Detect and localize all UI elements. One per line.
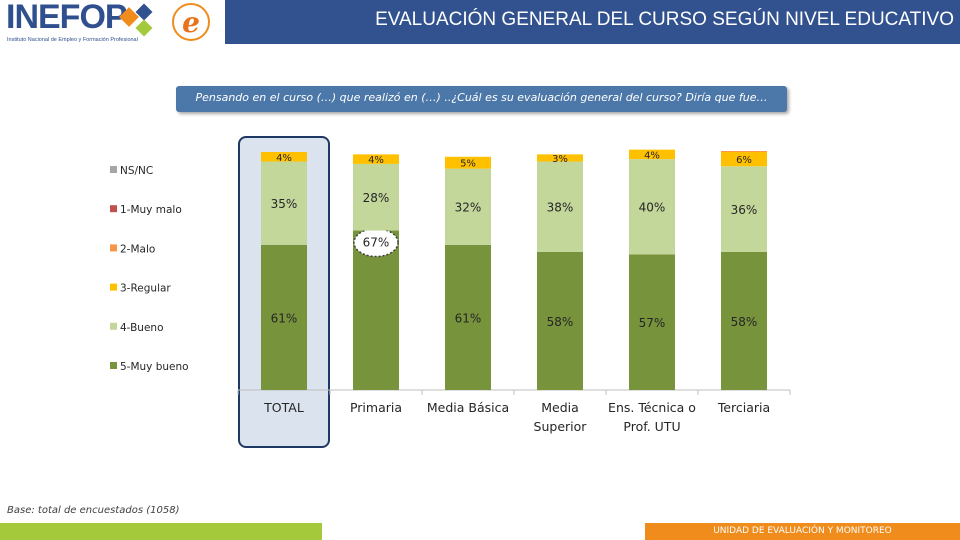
page-title: EVALUACIÓN GENERAL DEL CURSO SEGÚN NIVEL… [375,9,954,30]
data-label: 28% [363,191,390,205]
data-label: 5% [460,159,476,170]
data-label: 61% [271,311,298,325]
bar-4-bueno [537,161,583,252]
bar-3-regular [353,154,399,164]
category-label: Superior [534,419,588,434]
data-label: 61% [455,311,482,325]
legend-swatch [110,283,117,291]
footer-green-bar [0,523,322,540]
svg-text:e: e [182,6,200,39]
bar-5-muy-bueno [537,251,583,390]
bar-4-bueno [721,166,767,252]
legend-swatch [110,244,117,252]
legend-label: 4-Bueno [120,322,164,334]
bar-5-muy-bueno [721,251,767,390]
data-label: 32% [455,201,482,215]
bar-5-muy-bueno [445,244,491,390]
bar-4-bueno [261,161,307,245]
header-bar: EVALUACIÓN GENERAL DEL CURSO SEGÚN NIVEL… [225,0,960,44]
data-label: 3% [552,154,568,165]
bar-5-muy-bueno [261,244,307,390]
question-text: Pensando en el curso (…) que realizó en … [195,91,768,104]
footer-text: UNIDAD DE EVALUACIÓN Y MONITOREO [713,526,892,536]
data-label: 58% [547,315,574,329]
category-label: TOTAL [263,400,304,415]
legend-label: 1-Muy malo [120,204,182,216]
data-label: 4% [644,150,660,161]
bar-2-malo [721,151,767,152]
bar-3-regular [537,154,583,162]
bar-4-bueno [445,168,491,245]
data-label: 57% [639,316,666,330]
data-label: 35% [271,197,298,211]
base-note: Base: total de encuestados (1058) [7,505,180,516]
e-logo-icon: e [172,3,210,41]
data-label: 67% [363,236,390,250]
legend-label: 5-Muy bueno [120,361,189,373]
legend-swatch [110,166,117,173]
bar-5-muy-bueno [629,254,675,390]
category-label: Ens. Técnica o [608,400,696,415]
category-label: Terciaria [717,400,770,415]
footer-orange-bar: UNIDAD DE EVALUACIÓN Y MONITOREO [645,523,960,540]
legend-label: NS/NC [120,165,153,177]
bar-3-regular [261,152,307,162]
bar-3-regular [629,149,675,160]
logo: INEFOP Instituto Nacional de Empleo y Fo… [0,0,225,48]
inefop-mark-icon [119,3,153,37]
data-label: 58% [731,315,758,329]
data-label: 36% [731,203,758,217]
category-label: Media [541,400,579,415]
category-label: Prof. UTU [623,419,680,434]
bar-3-regular [721,152,767,167]
legend-label: 2-Malo [120,243,155,255]
question-box: Pensando en el curso (…) que realizó en … [176,86,787,112]
legend-swatch [110,205,117,213]
category-label: Media Básica [427,400,509,415]
legend-label: 3-Regular [120,283,171,295]
logo-text: INEFOP [6,0,128,36]
bar-4-bueno [353,163,399,231]
data-label: 38% [547,201,574,215]
legend-swatch [110,322,117,330]
data-label: 4% [368,155,384,166]
bar-3-regular [445,156,491,169]
legend-swatch [110,362,117,369]
data-label: 6% [736,155,752,166]
data-label: 4% [276,153,292,164]
data-label: 40% [639,201,666,215]
logo-subtitle: Instituto Nacional de Empleo y Formación… [7,37,138,43]
bar-4-bueno [629,159,675,255]
category-label: Primaria [350,400,402,415]
